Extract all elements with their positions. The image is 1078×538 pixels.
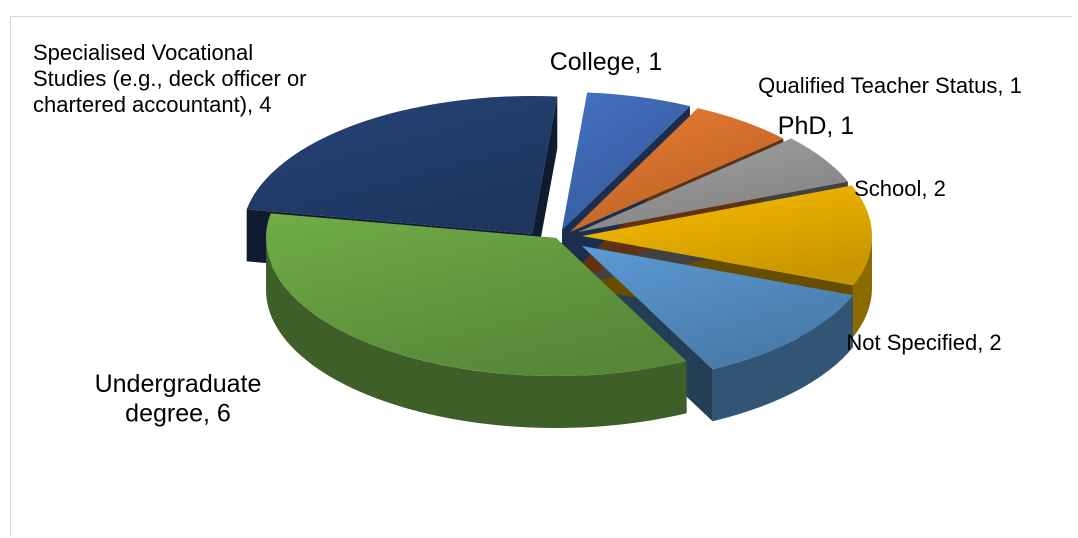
- pie-slice-6: [246, 96, 558, 234]
- data-label-3: School, 2: [854, 176, 946, 201]
- pie-slice-0: [562, 92, 690, 230]
- data-label-4: Not Specified, 2: [846, 330, 1001, 355]
- data-label-0-line-0: College, 1: [550, 48, 663, 76]
- chart-frame: [10, 16, 1072, 536]
- data-label-6: Specialised Vocational Studies (e.g., dec…: [33, 40, 307, 117]
- pie-slice-5: [266, 213, 687, 376]
- pie-slice-2: [578, 138, 848, 232]
- data-label-5-line-0: Undergraduate: [95, 370, 262, 398]
- data-label-4-line-0: Not Specified, 2: [846, 330, 1001, 355]
- pie-side-3-0: [852, 236, 872, 338]
- pie-side-5-0: [266, 238, 687, 428]
- data-label-6-line-1: Studies (e.g., deck officer or: [33, 66, 307, 91]
- pie-slice-4: [582, 246, 853, 370]
- data-label-6-line-0: Specialised Vocational: [33, 40, 253, 65]
- pie-slice-1: [570, 108, 784, 232]
- data-label-2: PhD, 1: [778, 112, 854, 140]
- data-label-6-line-2: chartered accountant), 4: [33, 92, 271, 117]
- data-label-3-line-0: School, 2: [854, 176, 946, 201]
- pie-tops: [246, 92, 872, 376]
- data-label-5: Undergraduate degree, 6: [95, 370, 262, 428]
- data-label-0: College, 1: [550, 48, 663, 76]
- data-label-5-line-1: degree, 6: [125, 400, 231, 428]
- data-label-2-line-0: PhD, 1: [778, 112, 854, 140]
- pie-side-4-0: [712, 295, 853, 422]
- data-label-1: Qualified Teacher Status, 1: [758, 73, 1022, 98]
- pie-slice-3: [582, 185, 872, 286]
- pie-labels: College, 1 Qualified Teacher Status, 1 PhD…: [33, 40, 1022, 428]
- data-label-1-line-0: Qualified Teacher Status, 1: [758, 73, 1022, 98]
